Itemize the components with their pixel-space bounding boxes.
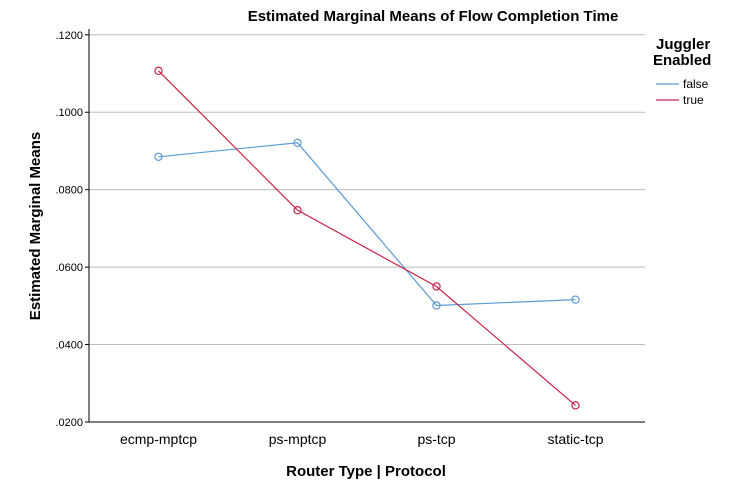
x-tick-labels: ecmp-mptcp ps-mptcp ps-tcp static-tcp	[120, 431, 604, 447]
chart-title: Estimated Marginal Means of Flow Complet…	[248, 8, 619, 25]
y-axis-title: Estimated Marginal Means	[27, 132, 44, 320]
series-layer	[154, 66, 580, 410]
y-tick-label: .0600	[55, 262, 83, 274]
legend-items: false true	[656, 77, 709, 107]
data-point-true	[432, 282, 441, 291]
legend-title-line2: Enabled	[653, 52, 711, 69]
data-point-true	[293, 206, 302, 215]
series-line-true	[158, 70, 576, 406]
series-line-false	[158, 142, 576, 307]
gridlines	[85, 34, 645, 423]
data-point-true	[154, 66, 163, 76]
y-tick-label: .0800	[55, 185, 83, 197]
y-tick-label: .1200	[55, 30, 83, 42]
y-tick-label: .1000	[55, 107, 83, 119]
x-tick-label: static-tcp	[547, 431, 603, 447]
x-axis-title: Router Type | Protocol	[286, 463, 446, 480]
x-tick-label: ps-tcp	[417, 431, 455, 447]
data-point-false	[293, 138, 302, 148]
data-point-false	[432, 301, 441, 310]
x-tick-label: ps-mptcp	[269, 431, 327, 447]
axes	[88, 29, 645, 423]
legend-title-line1: Juggler	[656, 36, 710, 53]
y-tick-label: .0400	[55, 340, 83, 352]
data-point-false	[571, 295, 580, 304]
legend-label-true: true	[683, 93, 704, 107]
x-tick-label: ecmp-mptcp	[120, 431, 197, 447]
y-tick-label: .0200	[55, 417, 83, 429]
legend-label-false: false	[683, 77, 709, 91]
data-point-false	[154, 152, 163, 161]
y-tick-labels: .0200 .0400 .0600 .0800 .1000 .1200	[55, 30, 83, 429]
legend: Juggler Enabled false true	[653, 36, 711, 107]
data-point-true	[571, 401, 580, 410]
